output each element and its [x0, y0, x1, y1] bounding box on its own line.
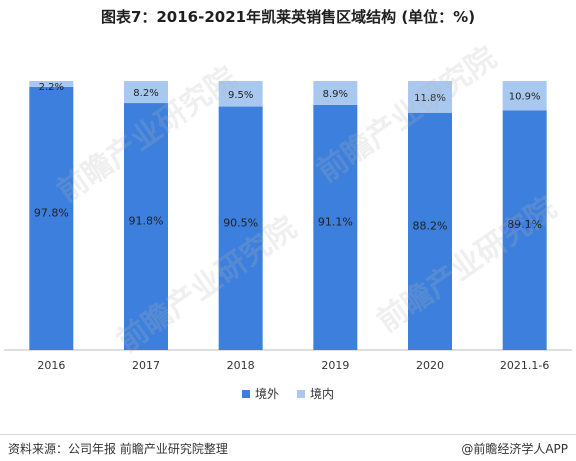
label-overseas-1: 91.8% — [129, 215, 164, 228]
x-tick-label-1: 2017 — [132, 359, 160, 372]
bar-overseas-5 — [502, 110, 547, 350]
bar-overseas-4 — [408, 112, 452, 350]
x-tick-label-0: 2016 — [37, 359, 65, 372]
label-domestic-3: 8.9% — [323, 89, 348, 100]
chart-legend: 境外 境内 — [0, 385, 576, 402]
label-domestic-1: 8.2% — [133, 88, 158, 99]
label-domestic-0: 2.2% — [39, 82, 64, 93]
bar-domestic-3 — [313, 81, 358, 105]
label-overseas-0: 97.8% — [34, 206, 69, 219]
label-overseas-5: 89.1% — [507, 218, 542, 231]
bar-overseas-0 — [29, 86, 74, 350]
x-tick-label-2: 2018 — [227, 359, 255, 372]
label-overseas-3: 91.1% — [318, 215, 353, 228]
label-overseas-4: 88.2% — [413, 219, 448, 232]
footer: 资料来源：公司年报 前瞻产业研究院整理 @前瞻经济学人APP — [0, 434, 576, 461]
source-note: 资料来源：公司年报 前瞻产业研究院整理 — [8, 442, 228, 456]
bar-domestic-0 — [29, 81, 74, 87]
bar-overseas-1 — [124, 103, 168, 350]
bar-domestic-4 — [408, 81, 452, 113]
x-tick-label-4: 2020 — [416, 359, 444, 372]
legend-swatch-domestic — [297, 389, 305, 398]
label-overseas-2: 90.5% — [223, 216, 258, 229]
x-tick-label-5: 2021.1-6 — [500, 359, 549, 372]
legend-item-overseas: 境外 — [241, 385, 279, 402]
legend-item-domestic: 境内 — [297, 385, 334, 402]
x-tick-label-3: 2019 — [321, 359, 349, 372]
chart-title: 图表7：2016-2021年凯莱英销售区域结构 (单位：%) — [100, 8, 476, 26]
label-domestic-4: 11.8% — [414, 93, 446, 104]
bar-overseas-3 — [313, 104, 358, 350]
bar-domestic-5 — [502, 81, 547, 111]
bar-overseas-2 — [218, 106, 263, 351]
label-domestic-2: 9.5% — [228, 90, 253, 101]
legend-swatch-overseas — [241, 389, 250, 398]
label-domestic-5: 10.9% — [509, 92, 541, 103]
brand-credit: @前瞻经济学人APP — [461, 442, 568, 456]
legend-label-domestic: 境内 — [310, 387, 335, 401]
bar-domestic-1 — [124, 81, 168, 104]
legend-label-overseas: 境外 — [254, 387, 279, 401]
bar-domestic-2 — [218, 81, 263, 107]
